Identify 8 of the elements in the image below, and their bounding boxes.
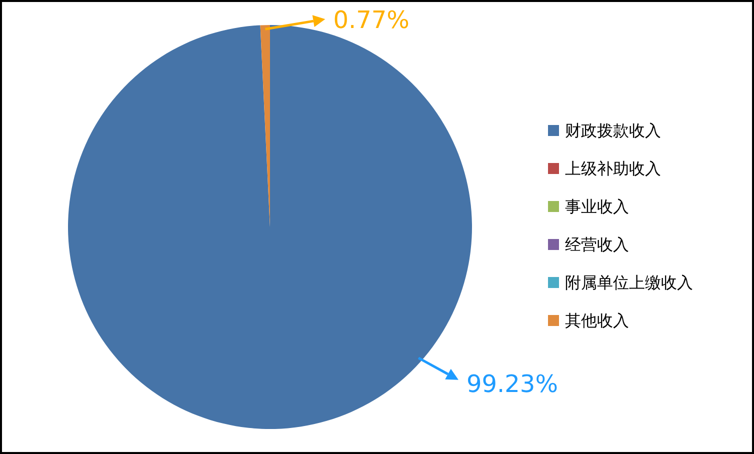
legend-label: 经营收入 [565,235,629,254]
data-label: 0.77% [333,6,410,34]
legend-label: 其他收入 [565,311,629,330]
data-label: 99.23% [466,370,558,398]
legend-label: 上级补助收入 [565,159,661,178]
legend-label: 附属单位上缴收入 [565,273,693,292]
legend-label: 财政拨款收入 [565,121,661,140]
legend-label: 事业收入 [565,197,629,216]
